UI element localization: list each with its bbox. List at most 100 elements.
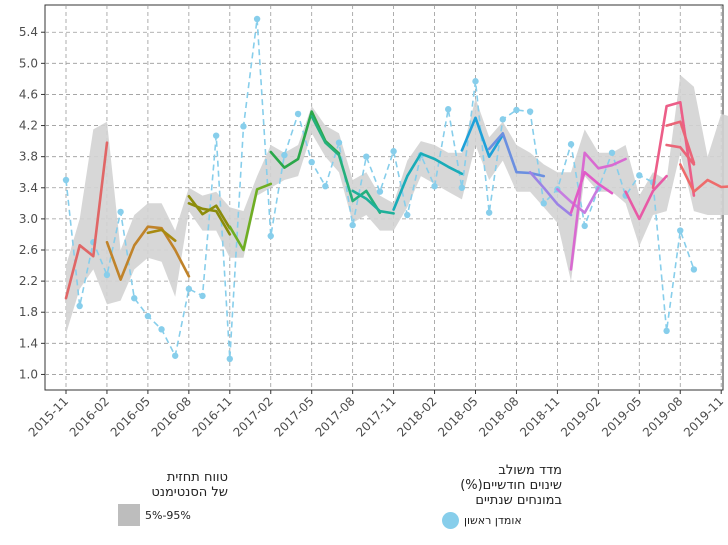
first-estimate-point [294,110,302,118]
first-estimate-series [62,15,698,363]
x-tick-label: 2018-11 [517,394,562,439]
first-estimate-point [226,355,233,363]
first-estimate-point [335,139,343,146]
index-legend-title: מדד משולב שינוים חודשיים(%) במונחים שנתי… [460,463,562,508]
first-estimate-point [158,326,165,333]
first-estimate-point [103,271,111,279]
y-axis: 1.0 1.4 1.8 2.2 2.6 3.0 3.4 3.8 4.2 4.6 5.0 5.4 [19,25,45,381]
y-tick-label: 4.6 [19,87,38,101]
first-estimate-point [172,352,179,359]
x-tick-label: 2017-02 [231,394,276,439]
vintage-line [351,189,395,215]
vintage-line [187,202,232,236]
vintage-line [665,143,696,166]
first-estimate-point [445,106,452,113]
vintage-line [310,114,382,214]
first-estimate-point [376,188,384,195]
vintage-line [665,120,696,165]
first-estimate-point [690,266,698,273]
first-estimate-point [363,153,370,160]
x-tick-label: 2019-02 [558,394,603,439]
vintage-line [64,141,109,300]
vintage-line [651,100,696,197]
x-tick-label: 2018-02 [394,394,439,439]
first-estimate-label: אומדן ראשון [464,514,522,527]
first-estimate-point [472,78,479,85]
x-tick-label: 2019-05 [599,394,644,439]
forecast-band-swatch [118,504,140,526]
first-estimate-point [431,183,438,190]
x-tick-label: 2017-08 [312,394,357,439]
first-estimate-point [322,183,329,190]
forecast-band-label: 5%-95% [145,508,191,522]
first-estimate-point [212,132,220,139]
first-estimate-point [499,116,506,123]
x-tick-label: 2015-11 [26,394,71,439]
vintage-line [569,151,627,271]
x-tick-label: 2018-05 [435,394,480,439]
x-tick-label: 2017-11 [353,394,398,439]
first-estimate-point [567,141,575,148]
x-tick-label: 2019-11 [681,394,726,439]
first-estimate-point [540,200,547,207]
y-tick-label: 1.8 [19,305,38,319]
y-tick-label: 3.0 [19,212,38,226]
forecast-legend: טווח תחזית של הסנטימנט 5%-95% [118,470,228,526]
x-tick-label: 2016-05 [108,394,153,439]
x-tick-label: 2016-02 [67,394,112,439]
index-legend: מדד משולב שינוים חודשיים(%) במונחים שנתי… [442,463,562,529]
vintage-line [460,116,505,158]
first-estimate-point [76,302,83,310]
x-tick-label: 2018-08 [476,394,521,439]
first-estimate-point [185,285,193,293]
first-estimate-point [636,172,643,179]
vintage-line [228,182,273,252]
vintage-line [105,225,191,281]
first-estimate-point [485,209,493,216]
first-estimate-point [308,158,315,166]
vintage-series [64,100,728,300]
vintage-line [678,163,728,193]
first-estimate-point [526,108,534,115]
first-estimate-point [144,312,152,320]
first-estimate-point [62,176,70,184]
first-estimate-point [117,208,124,216]
first-estimate-point [404,211,411,219]
first-estimate-point [663,327,670,335]
vintage-line [146,228,177,242]
first-estimate-point [267,232,274,240]
y-tick-label: 3.8 [19,150,38,164]
first-estimate-point [677,227,684,234]
vintage-line [392,152,464,211]
vintage-line [569,170,614,214]
forecast-legend-title: טווח תחזית של הסנטימנט [151,470,228,500]
first-estimate-point [581,222,588,230]
y-tick-label: 1.0 [19,367,38,381]
first-estimate-point [253,15,261,23]
vintage-line [624,174,668,221]
x-tick-label: 2016-08 [149,394,194,439]
y-tick-label: 1.4 [19,336,38,350]
first-estimate-line [65,18,695,359]
y-tick-label: 4.2 [19,119,38,133]
x-tick-label: 2017-05 [271,394,316,439]
first-estimate-point [458,184,466,191]
first-estimate-point [349,221,356,229]
first-estimate-point [281,151,288,159]
vintage-line [487,132,546,178]
first-estimate-dot-icon [442,512,459,529]
x-tick-label: 2016-11 [190,394,235,439]
x-tick-label: 2019-08 [640,394,685,439]
y-tick-label: 3.4 [19,181,38,195]
y-tick-label: 5.0 [19,56,38,70]
first-estimate-point [608,149,616,156]
first-estimate-point [199,292,206,300]
x-axis: 2015-112016-022016-052016-082016-112017-… [26,390,726,440]
first-estimate-point [390,148,397,155]
first-estimate-point [240,123,247,130]
first-estimate-point [513,106,520,114]
first-estimate-point [131,295,138,302]
vintage-line [528,170,573,217]
y-tick-label: 2.6 [19,243,38,257]
